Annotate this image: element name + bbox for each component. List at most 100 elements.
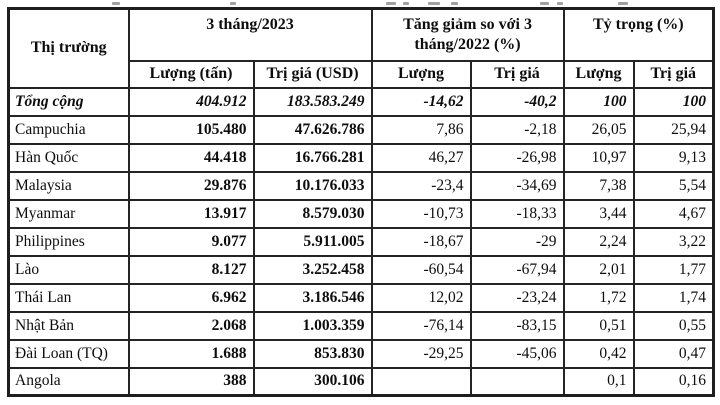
value-cell: 6.962 [127, 282, 255, 313]
value-cell: 404.912 [127, 86, 255, 117]
table-row: Campuchia 105.480 47.626.786 7,86 -2,18 26,05… [7, 114, 715, 145]
subheader-change-value: Trị giá [469, 59, 565, 89]
table-row: Thái Lan 6.962 3.186.546 12,02 -23,24 1,72 1,7… [7, 282, 715, 313]
value-cell: -10,73 [370, 198, 472, 229]
value-cell [370, 366, 472, 397]
value-cell: 10,97 [562, 142, 635, 173]
value-cell: 3,22 [632, 226, 715, 257]
value-cell: 7,86 [370, 114, 472, 145]
value-cell: 47.626.786 [252, 114, 373, 145]
subheader-change-volume: Lượng [370, 59, 472, 89]
value-cell: -34,69 [469, 170, 565, 201]
column-group-share: Tỷ trọng (%) [562, 7, 715, 62]
table-row: Myanmar 13.917 8.579.030 -10,73 -18,33 3,44 4,… [7, 198, 715, 229]
subheader-value-usd: Trị giá (USD) [252, 59, 373, 89]
value-cell: 13.917 [127, 198, 255, 229]
value-cell: 388 [127, 366, 255, 397]
header-group-row: Thị trường 3 tháng/2023 Tăng giảm so với… [7, 7, 715, 89]
market-table: Thị trường 3 tháng/2023 Tăng giảm so với… [7, 7, 716, 397]
table-row: Hàn Quốc 44.418 16.766.281 46,27 -26,98 10,97… [7, 142, 715, 173]
table-row: Nhật Bản 2.068 1.003.359 -76,14 -83,15 0,51 0,… [7, 310, 715, 341]
value-cell: 29.876 [127, 170, 255, 201]
value-cell: 2,01 [562, 254, 635, 285]
value-cell: 100 [632, 86, 715, 117]
value-cell: 0,55 [632, 310, 715, 341]
value-cell: 300.106 [252, 366, 373, 397]
value-cell: 183.583.249 [252, 86, 373, 117]
value-cell: 0,42 [562, 338, 635, 369]
value-cell: 25,94 [632, 114, 715, 145]
market-cell: Nhật Bản [7, 310, 130, 341]
market-cell: Angola [7, 366, 130, 397]
value-cell: 1.688 [127, 338, 255, 369]
value-cell: -40,2 [469, 86, 565, 117]
value-cell: -26,98 [469, 142, 565, 173]
value-cell: -2,18 [469, 114, 565, 145]
total-row: Tổng cộng 404.912 183.583.249 -14,62 -40,2 10… [7, 86, 715, 117]
column-header-market: Thị trường [7, 7, 130, 89]
value-cell: -23,4 [370, 170, 472, 201]
cropped-caption-artifact [0, 0, 720, 7]
value-cell: 9.077 [127, 226, 255, 257]
value-cell: 46,27 [370, 142, 472, 173]
value-cell: 1.003.359 [252, 310, 373, 341]
value-cell: 1,77 [632, 254, 715, 285]
table-row: Lào 8.127 3.252.458 -60,54 -67,94 2,01 1,77 [7, 254, 715, 285]
value-cell: 16.766.281 [252, 142, 373, 173]
value-cell: 853.830 [252, 338, 373, 369]
market-cell: Philippines [7, 226, 130, 257]
value-cell: 2,24 [562, 226, 635, 257]
value-cell: -67,94 [469, 254, 565, 285]
value-cell: 0,16 [632, 366, 715, 397]
market-cell: Đài Loan (TQ) [7, 338, 130, 369]
market-cell: Myanmar [7, 198, 130, 229]
market-cell: Thái Lan [7, 282, 130, 313]
value-cell: -23,24 [469, 282, 565, 313]
table-row: Philippines 9.077 5.911.005 -18,67 -29 2,24 3,… [7, 226, 715, 257]
value-cell: 3.186.546 [252, 282, 373, 313]
table-row: Malaysia 29.876 10.176.033 -23,4 -34,69 7,38 5… [7, 170, 715, 201]
subheader-share-volume: Lượng [562, 59, 635, 89]
subheader-volume-tons: Lượng (tấn) [127, 59, 255, 89]
value-cell: 105.480 [127, 114, 255, 145]
subheader-share-value: Trị giá [632, 59, 715, 89]
value-cell: -14,62 [370, 86, 472, 117]
value-cell [469, 366, 565, 397]
value-cell: -60,54 [370, 254, 472, 285]
column-group-change-vs-2022: Tăng giảm so với 3 tháng/2022 (%) [370, 7, 565, 62]
value-cell: 1,72 [562, 282, 635, 313]
value-cell: -76,14 [370, 310, 472, 341]
value-cell: 0,51 [562, 310, 635, 341]
value-cell: 9,13 [632, 142, 715, 173]
header-sub-row: Lượng (tấn) Trị giá (USD) Lượng Trị giá … [9, 59, 715, 89]
column-group-3-months-2023: 3 tháng/2023 [127, 7, 373, 62]
value-cell: -18,33 [469, 198, 565, 229]
value-cell: 8.579.030 [252, 198, 373, 229]
value-cell: -29,25 [370, 338, 472, 369]
value-cell: 8.127 [127, 254, 255, 285]
value-cell: 7,38 [562, 170, 635, 201]
value-cell: 0,47 [632, 338, 715, 369]
market-cell: Hàn Quốc [7, 142, 130, 173]
market-cell: Lào [7, 254, 130, 285]
table-body: Tổng cộng 404.912 183.583.249 -14,62 -40,2 10… [7, 86, 715, 397]
value-cell: 2.068 [127, 310, 255, 341]
value-cell: 12,02 [370, 282, 472, 313]
value-cell: 4,67 [632, 198, 715, 229]
value-cell: 3,44 [562, 198, 635, 229]
table-row: Đài Loan (TQ) 1.688 853.830 -29,25 -45,06 0,4… [7, 338, 715, 369]
value-cell: 5.911.005 [252, 226, 373, 257]
value-cell: 26,05 [562, 114, 635, 145]
market-cell: Malaysia [7, 170, 130, 201]
value-cell: 3.252.458 [252, 254, 373, 285]
value-cell: 5,54 [632, 170, 715, 201]
market-cell: Campuchia [7, 114, 130, 145]
value-cell: 1,74 [632, 282, 715, 313]
market-cell: Tổng cộng [7, 86, 130, 117]
value-cell: 0,1 [562, 366, 635, 397]
value-cell: 10.176.033 [252, 170, 373, 201]
value-cell: -18,67 [370, 226, 472, 257]
value-cell: -83,15 [469, 310, 565, 341]
table-row: Angola 388 300.106 0,1 0,16 [7, 366, 715, 397]
